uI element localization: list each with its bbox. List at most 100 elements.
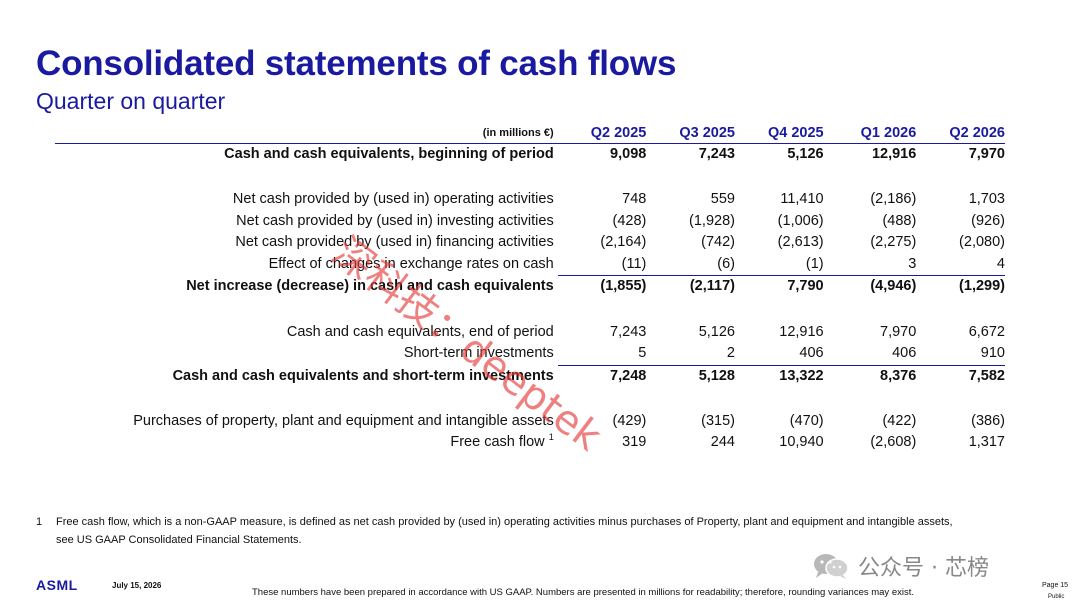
cell-value: 7,582 <box>968 367 1005 384</box>
row-label-text: Net cash provided by (used in) financing… <box>235 234 554 251</box>
cell-value: 2 <box>646 343 735 366</box>
cell-value: (2,608) <box>870 434 917 451</box>
row-label: Cash and cash equivalents, end of period <box>55 322 558 344</box>
row-label: Net cash provided by (used in) operating… <box>55 189 558 211</box>
cell-value: 406 <box>823 343 917 366</box>
cell-value: (1,855) <box>600 278 647 295</box>
table-row: Cash and cash equivalents, end of period… <box>55 322 1005 344</box>
cell-value: (2,080) <box>959 234 1005 251</box>
row-label: Short-term investments <box>55 343 558 365</box>
footer-date: July 15, 2026 <box>112 581 162 590</box>
row-label-text: Free cash flow <box>450 434 545 451</box>
column-header: Q2 2026 <box>916 123 1005 144</box>
cell-value: (1,299) <box>959 278 1005 295</box>
cell-value: 406 <box>734 343 824 366</box>
asml-logo: ASML <box>36 577 78 593</box>
cell-value: 3 <box>823 253 917 277</box>
cell-value: 7,243 <box>610 323 647 340</box>
cell-value: 7,243 <box>698 146 735 162</box>
cell-value: 9,098 <box>610 146 647 162</box>
table-row: Purchases of property, plant and equipme… <box>55 411 1005 433</box>
cell-value: (429) <box>612 412 647 429</box>
wechat-account-label: 公众号 · 芯榜 <box>858 556 989 581</box>
column-header: Q1 2026 <box>823 123 917 144</box>
row-label: Cash and cash equivalents and short-term… <box>55 365 558 387</box>
cell-value: (428) <box>612 212 647 229</box>
table-row: Net cash provided by (used in) financing… <box>55 232 1005 254</box>
table-row: Effect of changes in exchange rates on c… <box>55 253 1005 277</box>
cell-value: (2,164) <box>600 234 647 251</box>
cell-value: (742) <box>701 234 735 251</box>
cell-value: (1,006) <box>777 212 824 229</box>
cell-value: (1) <box>734 253 824 277</box>
row-label: Net cash provided by (used in) financing… <box>55 232 558 254</box>
cell-value: 559 <box>710 191 735 208</box>
cell-value: 6,672 <box>968 323 1005 340</box>
cell-value: 5,126 <box>787 146 824 162</box>
cell-value: (926) <box>971 212 1005 229</box>
row-label-text: Effect of changes in exchange rates on c… <box>268 256 554 273</box>
row-label-text: Short-term investments <box>403 345 554 362</box>
cell-value: 7,970 <box>880 323 917 340</box>
cell-value: (422) <box>882 412 917 429</box>
cell-value: 7,970 <box>968 146 1005 162</box>
cell-value: 5,128 <box>698 367 735 384</box>
cell-value: 1,703 <box>968 191 1005 208</box>
table-row: Cash and cash equivalents, beginning of … <box>55 144 1005 166</box>
cell-value: 7,248 <box>610 367 647 384</box>
cell-value: (315) <box>701 412 735 429</box>
cell-value: (386) <box>971 412 1005 429</box>
table-row: Net cash provided by (used in) operating… <box>55 189 1005 211</box>
wechat-account-badge: 公众号 · 芯榜 <box>812 550 989 582</box>
footnote-number: 1 <box>36 516 43 528</box>
row-label-text: Cash and cash equivalents, end of period <box>286 323 554 340</box>
cell-value: (2,275) <box>870 234 917 251</box>
column-header: Q3 2025 <box>646 123 735 144</box>
table-row: Net increase (decrease) in cash and cash… <box>55 276 1005 298</box>
page-number: Page 15 <box>1042 582 1069 589</box>
column-header: Q4 2025 <box>734 123 824 144</box>
cell-value: (11) <box>557 253 647 277</box>
cell-value: 7,790 <box>787 278 824 295</box>
cell-value: (470) <box>789 412 824 429</box>
cell-value: 8,376 <box>880 367 917 384</box>
cell-value: 11,410 <box>780 191 824 208</box>
row-label-text: Net cash provided by (used in) operating… <box>232 191 554 208</box>
footnote: 1 Free cash flow, which is a non-GAAP me… <box>36 513 966 549</box>
table-row: Free cash flow 1 319 244 10,940 (2,608) 1,317 <box>55 432 1005 454</box>
wechat-icon <box>814 554 849 579</box>
cell-value: 910 <box>916 343 1005 366</box>
cell-value: (2,117) <box>689 278 735 295</box>
cell-value: 244 <box>710 434 735 451</box>
row-label-text: Net increase (decrease) in cash and cash… <box>186 278 554 295</box>
table-row: Cash and cash equivalents and short-term… <box>55 365 1005 387</box>
row-label-text: Cash and cash equivalents and short-term… <box>172 367 554 384</box>
cell-value: (6) <box>646 253 735 277</box>
table-row: Short-term investments 5 2 406 406 910 <box>55 343 1005 366</box>
classification-label: Public <box>1048 594 1065 600</box>
row-label: Purchases of property, plant and equipme… <box>55 411 558 433</box>
page-subtitle: Quarter on quarter <box>36 88 226 114</box>
cell-value: 4 <box>916 253 1005 277</box>
cell-value: (488) <box>882 212 917 229</box>
cell-value: 10,940 <box>779 434 824 451</box>
column-header: Q2 2025 <box>557 123 647 144</box>
row-label: Cash and cash equivalents, beginning of … <box>55 144 558 166</box>
table-row: Net cash provided by (used in) investing… <box>55 211 1005 233</box>
cell-value: 13,322 <box>779 367 824 384</box>
cell-value: 5 <box>557 343 647 366</box>
cell-value: (4,946) <box>870 278 917 295</box>
cell-value: (2,186) <box>870 191 917 208</box>
row-label-text: Purchases of property, plant and equipme… <box>133 412 554 429</box>
cell-value: (2,613) <box>777 234 824 251</box>
cell-value: 12,916 <box>779 323 824 340</box>
row-label: Effect of changes in exchange rates on c… <box>55 254 558 276</box>
footer-disclaimer: These numbers have been prepared in acco… <box>252 587 914 598</box>
row-label-text: Cash and cash equivalents, beginning of … <box>224 146 554 162</box>
row-label-text: Net cash provided by (used in) investing… <box>236 212 554 229</box>
cell-value: 12,916 <box>871 146 917 162</box>
unit-label: (in millions €) <box>55 123 558 144</box>
row-label: Net cash provided by (used in) investing… <box>55 211 558 233</box>
cell-value: 1,317 <box>968 434 1005 451</box>
cash-flow-table: (in millions €) Q2 2025 Q3 2025 Q4 2025 … <box>55 123 1005 454</box>
